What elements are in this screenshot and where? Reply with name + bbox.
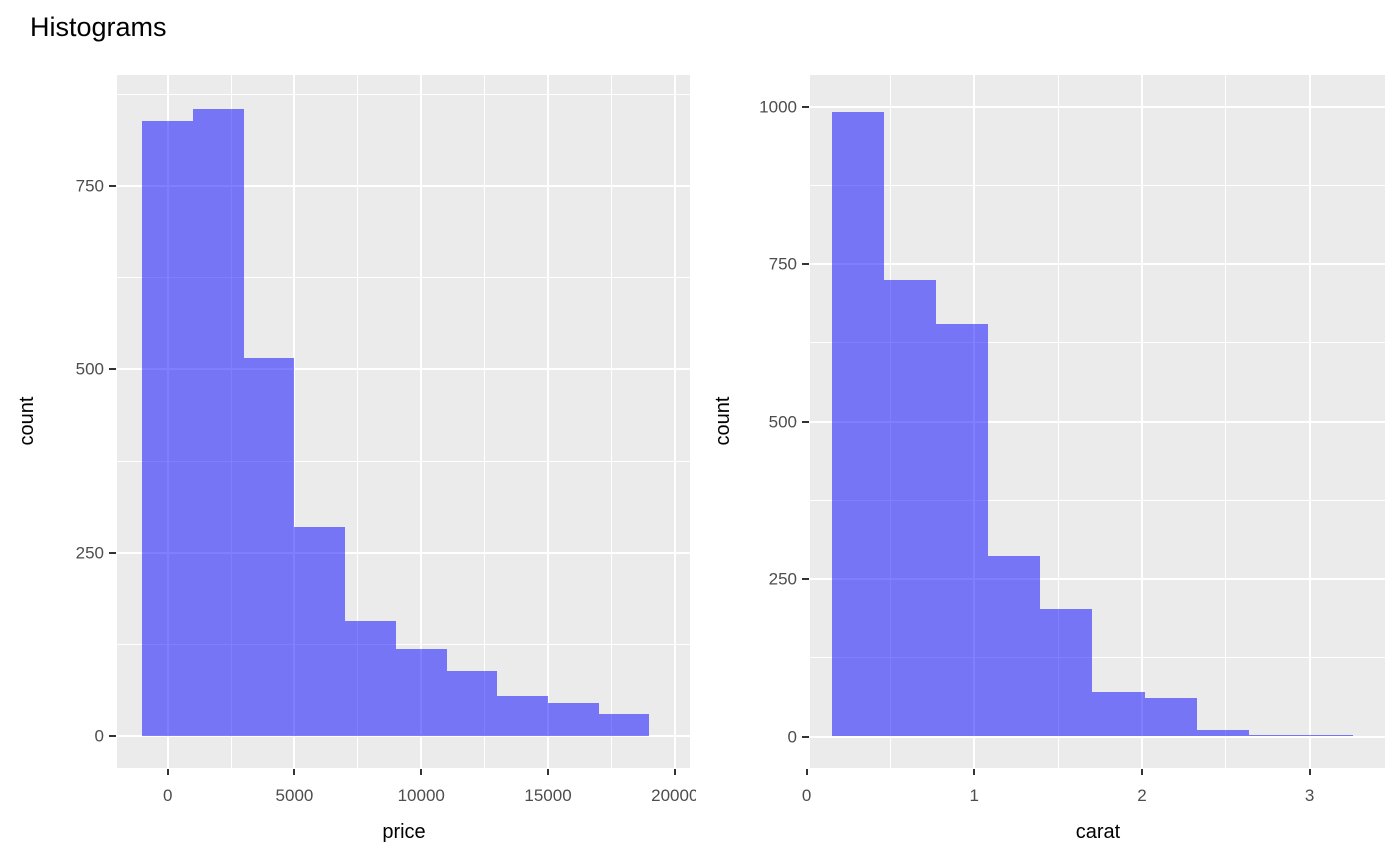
x-tick-mark bbox=[166, 769, 169, 775]
x-tick-label: 5000 bbox=[275, 786, 314, 805]
carat-histogram: count carat 0 1 2 3 0 250 500 750 1000 bbox=[700, 0, 1400, 866]
price-x-axis-title: price bbox=[382, 821, 426, 843]
y-major-gridline bbox=[810, 105, 1385, 108]
histogram-bar bbox=[1301, 735, 1354, 737]
y-tick-mark bbox=[109, 735, 116, 738]
histogram-bar bbox=[446, 671, 498, 737]
x-tick-mark bbox=[1140, 769, 1143, 775]
histogram-bar bbox=[987, 555, 1040, 737]
y-tick-label: 1000 bbox=[759, 97, 797, 116]
y-minor-gridline bbox=[117, 644, 690, 646]
x-tick-mark bbox=[805, 769, 808, 775]
y-tick-mark bbox=[802, 105, 809, 108]
x-tick-label: 15000 bbox=[524, 786, 572, 805]
histogram-bar bbox=[142, 120, 194, 737]
histogram-bar bbox=[1091, 692, 1146, 737]
y-minor-gridline bbox=[810, 657, 1385, 659]
y-minor-gridline bbox=[117, 460, 690, 462]
x-tick-label: 0 bbox=[801, 786, 812, 805]
x-major-gridline bbox=[547, 75, 550, 768]
histogram-bar bbox=[1145, 698, 1198, 737]
histogram-bar bbox=[345, 621, 396, 737]
histogram-bar bbox=[883, 280, 936, 737]
y-minor-gridline bbox=[117, 93, 690, 95]
y-major-gridline bbox=[117, 551, 690, 554]
y-major-gridline bbox=[810, 420, 1385, 423]
histogram-bar bbox=[497, 696, 548, 737]
histogram-bar bbox=[243, 358, 295, 737]
y-tick-label: 0 bbox=[787, 727, 797, 746]
y-tick-mark bbox=[802, 578, 809, 580]
histogram-bar bbox=[831, 111, 884, 737]
y-tick-mark bbox=[802, 735, 809, 738]
x-tick-label: 3 bbox=[1304, 786, 1315, 805]
price-plot-panel bbox=[117, 75, 690, 768]
y-major-gridline bbox=[810, 263, 1385, 265]
x-minor-gridline bbox=[484, 75, 486, 768]
y-tick-label: 0 bbox=[94, 726, 104, 746]
y-tick-label: 750 bbox=[768, 254, 797, 274]
x-tick-label: 20000 bbox=[651, 786, 696, 805]
x-tick-mark bbox=[1308, 769, 1311, 775]
x-tick-label: 2 bbox=[1137, 786, 1147, 805]
histogram-bar bbox=[935, 323, 988, 737]
y-tick-label: 750 bbox=[75, 176, 104, 196]
x-major-gridline bbox=[420, 75, 423, 768]
y-tick-label: 250 bbox=[768, 569, 797, 589]
x-tick-mark bbox=[547, 769, 550, 775]
x-tick-label: 10000 bbox=[397, 786, 445, 805]
y-tick-label: 250 bbox=[75, 543, 104, 563]
x-tick-label: 1 bbox=[969, 786, 980, 805]
y-tick-mark bbox=[109, 184, 116, 187]
histogram-bar bbox=[294, 527, 346, 737]
x-minor-gridline bbox=[610, 75, 612, 768]
y-minor-gridline bbox=[810, 184, 1385, 186]
price-histogram: count price 0 5000 10000 15000 20000 0 250 500 7… bbox=[0, 0, 696, 866]
carat-plot-panel bbox=[805, 75, 1385, 768]
y-major-gridline bbox=[117, 368, 690, 371]
y-major-gridline bbox=[810, 735, 1385, 738]
y-tick-mark bbox=[802, 263, 809, 265]
x-tick-mark bbox=[420, 769, 423, 775]
figure-title: Histograms bbox=[30, 12, 167, 42]
y-tick-label: 500 bbox=[768, 412, 797, 431]
y-tick-mark bbox=[109, 368, 116, 371]
histogram-bar bbox=[193, 108, 244, 737]
y-minor-gridline bbox=[117, 277, 690, 279]
y-major-gridline bbox=[117, 184, 690, 187]
x-tick-mark bbox=[673, 769, 676, 775]
y-major-gridline bbox=[810, 578, 1385, 580]
y-tick-mark bbox=[109, 551, 116, 554]
y-minor-gridline bbox=[810, 499, 1385, 501]
carat-y-axis-title: count bbox=[712, 396, 734, 446]
y-tick-label: 500 bbox=[75, 359, 104, 379]
histogram-bar bbox=[1249, 735, 1302, 737]
histogram-bar bbox=[1039, 609, 1092, 737]
histogram-bar bbox=[598, 714, 650, 737]
x-tick-label: 0 bbox=[162, 786, 173, 805]
x-major-gridline bbox=[673, 75, 676, 768]
price-y-axis-title: count bbox=[16, 396, 38, 446]
histogram-bar bbox=[395, 649, 447, 737]
y-tick-mark bbox=[802, 420, 809, 423]
histogram-bar bbox=[1197, 729, 1250, 737]
x-major-gridline bbox=[293, 75, 296, 768]
histogram-bar bbox=[548, 702, 599, 737]
y-major-gridline bbox=[117, 735, 690, 738]
x-tick-mark bbox=[973, 769, 976, 775]
y-minor-gridline bbox=[810, 342, 1385, 344]
x-tick-mark bbox=[293, 769, 296, 775]
x-minor-gridline bbox=[357, 75, 359, 768]
carat-x-axis-title: carat bbox=[1075, 821, 1121, 843]
